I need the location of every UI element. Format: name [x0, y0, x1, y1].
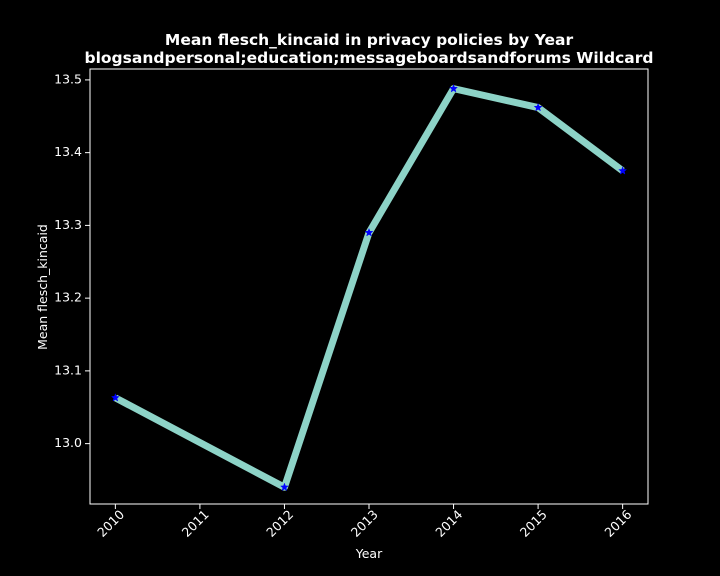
x-tick-label: 2014	[432, 507, 465, 540]
y-tick-label: 13.4	[54, 144, 82, 159]
x-tick-label: 2016	[601, 507, 634, 540]
chart-title-line1: Mean flesch_kincaid in privacy policies …	[165, 31, 574, 49]
x-tick-label: 2013	[348, 507, 381, 540]
data-point-marker	[449, 83, 459, 93]
data-point-marker	[618, 166, 628, 175]
series-line	[113, 85, 625, 491]
data-point-marker	[279, 482, 289, 492]
y-tick-label: 13.0	[54, 435, 82, 450]
data-point-marker	[364, 227, 374, 237]
x-axis: 2010 2011 2012 2013 2014 2015 2016	[94, 504, 635, 540]
y-axis: 13.0 13.1 13.2 13.3 13.4 13.5	[54, 71, 90, 450]
y-tick-label: 13.3	[54, 217, 82, 232]
x-tick-label: 2010	[94, 507, 127, 540]
data-point-marker	[110, 393, 120, 402]
x-axis-label: Year	[355, 546, 383, 561]
y-axis-label: Mean flesch_kincaid	[35, 224, 50, 350]
chart-title-line2: blogsandpersonal;education;messageboards…	[85, 49, 654, 67]
plot-area-frame	[89, 68, 649, 505]
series-layer	[110, 83, 628, 492]
y-tick-label: 13.2	[54, 290, 82, 305]
data-point-marker	[533, 102, 543, 112]
x-tick-label: 2015	[517, 507, 550, 540]
x-tick-label: 2011	[179, 507, 212, 540]
y-tick-label: 13.5	[54, 71, 82, 86]
x-tick-label: 2012	[263, 507, 296, 540]
y-tick-label: 13.1	[54, 362, 82, 377]
